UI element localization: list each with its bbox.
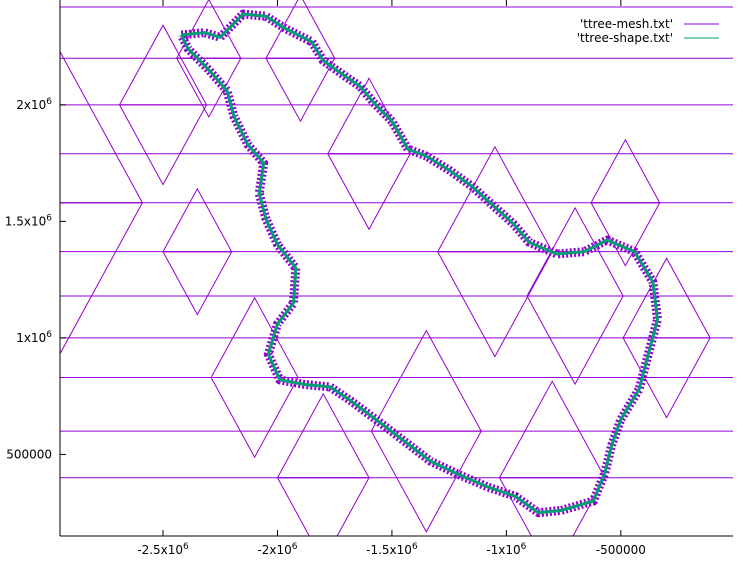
mesh-triangle-inv-0: [60, 202, 144, 355]
mesh-triangle-1: [118, 24, 208, 106]
y-tick-label-2: 1.5x106: [5, 213, 52, 228]
mesh-triangle-inv-4: [326, 153, 412, 231]
mesh-triangle-inv-6: [526, 295, 624, 386]
mesh-triangle-inv-12: [622, 337, 711, 419]
mesh-triangle-inv-9: [370, 430, 483, 533]
legend-label-1: 'ttree-shape.txt': [577, 31, 673, 45]
x-axis: -2.5x106 -2x106 -1.5x106 -1x106 -500000: [137, 0, 646, 557]
mesh-triangle-13: [162, 187, 233, 253]
mesh-triangle-4: [326, 77, 412, 155]
mesh-triangle-11: [498, 380, 606, 479]
y-tick-label-0: 500000: [6, 447, 52, 461]
x-tick-label-2: -1.5x106: [366, 542, 418, 557]
x-tick-label-3: -1x106: [486, 542, 526, 557]
y-tick-label-1: 1x106: [16, 330, 52, 345]
x-tick-label-4: -500000: [596, 543, 646, 557]
shape-outline: [179, 12, 659, 515]
y-tick-label-3: 2x106: [16, 97, 52, 112]
mesh-layer: [60, 0, 733, 536]
shape-layer: [177, 9, 662, 518]
mesh-triangle-0: [60, 50, 144, 204]
legend: 'ttree-mesh.txt''ttree-shape.txt': [577, 17, 719, 45]
mesh-triangle-inv-13: [162, 251, 233, 316]
x-tick-label-1: -2x106: [257, 542, 297, 557]
mesh-triangle-inv-3: [265, 57, 336, 123]
mesh-triangle-12: [622, 257, 711, 339]
mesh-triangle-3: [265, 0, 336, 59]
mesh-triangle-10: [276, 392, 370, 479]
mesh-triangle-5: [436, 145, 554, 253]
y-axis: 500000 1x106 1.5x106 2x106: [5, 97, 66, 461]
mesh-triangle-9: [370, 329, 483, 432]
mesh-triangle-inv-8: [210, 377, 299, 459]
mesh-triangle-inv-1: [118, 104, 208, 186]
mesh-triangle-inv-11: [498, 477, 606, 536]
mesh-triangle-inv-10: [276, 477, 370, 536]
legend-label-0: 'ttree-mesh.txt': [580, 17, 673, 31]
mesh-triangle-inv-7: [590, 202, 661, 267]
mesh-triangle-7: [590, 138, 661, 204]
plot-frame: [59, 0, 733, 537]
shape-mesh-dense: [177, 9, 662, 518]
x-tick-label-0: -2.5x106: [137, 542, 189, 557]
mesh-triangle-inv-5: [436, 251, 554, 358]
